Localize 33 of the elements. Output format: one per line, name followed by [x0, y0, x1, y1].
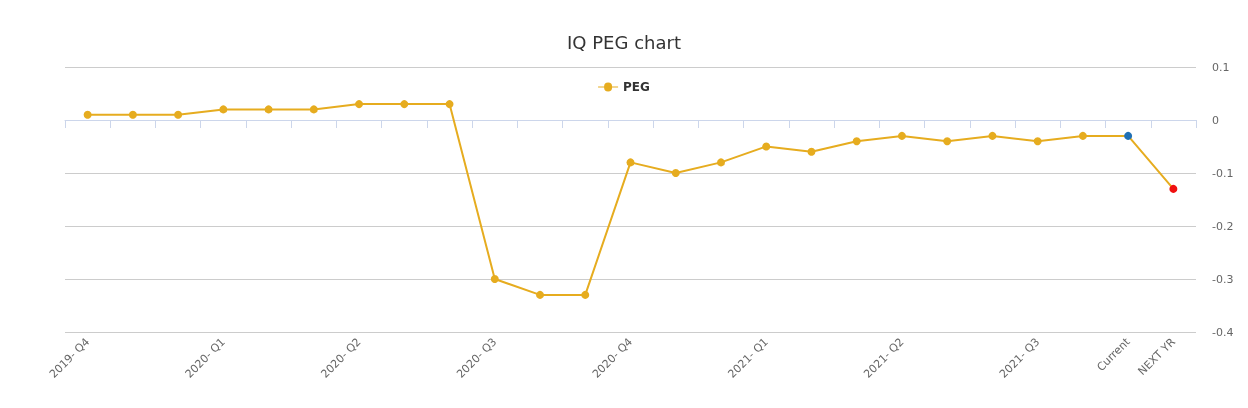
point: [807, 147, 816, 156]
point: [174, 110, 183, 119]
point: [536, 290, 545, 299]
point: [219, 105, 228, 114]
point: [355, 100, 364, 109]
point: [943, 137, 952, 146]
point: [490, 275, 499, 283]
point: [128, 110, 137, 119]
y-tick-label: 0: [1212, 113, 1219, 127]
y-tick-label: -0.1: [1212, 166, 1234, 180]
y-tick-label: -0.3: [1212, 272, 1234, 286]
legend-label: PEG: [623, 80, 650, 94]
point: [1124, 131, 1133, 140]
point: [309, 105, 318, 114]
point: [852, 137, 861, 146]
point: [1169, 184, 1178, 193]
y-tick-label: -0.2: [1212, 219, 1234, 233]
point: [716, 158, 725, 167]
point: [400, 100, 409, 109]
point: [988, 131, 997, 140]
point: [762, 142, 771, 151]
y-tick-label: -0.4: [1212, 325, 1234, 339]
y-tick-label: 0.1: [1212, 60, 1230, 74]
point: [264, 105, 273, 114]
point: [1078, 131, 1087, 140]
point: [626, 158, 635, 167]
point: [897, 131, 906, 140]
point: [445, 100, 454, 109]
point: [581, 290, 590, 299]
point: [1033, 137, 1042, 146]
point: [83, 110, 92, 119]
point: [671, 169, 680, 177]
chart-title: IQ PEG chart: [567, 31, 681, 53]
